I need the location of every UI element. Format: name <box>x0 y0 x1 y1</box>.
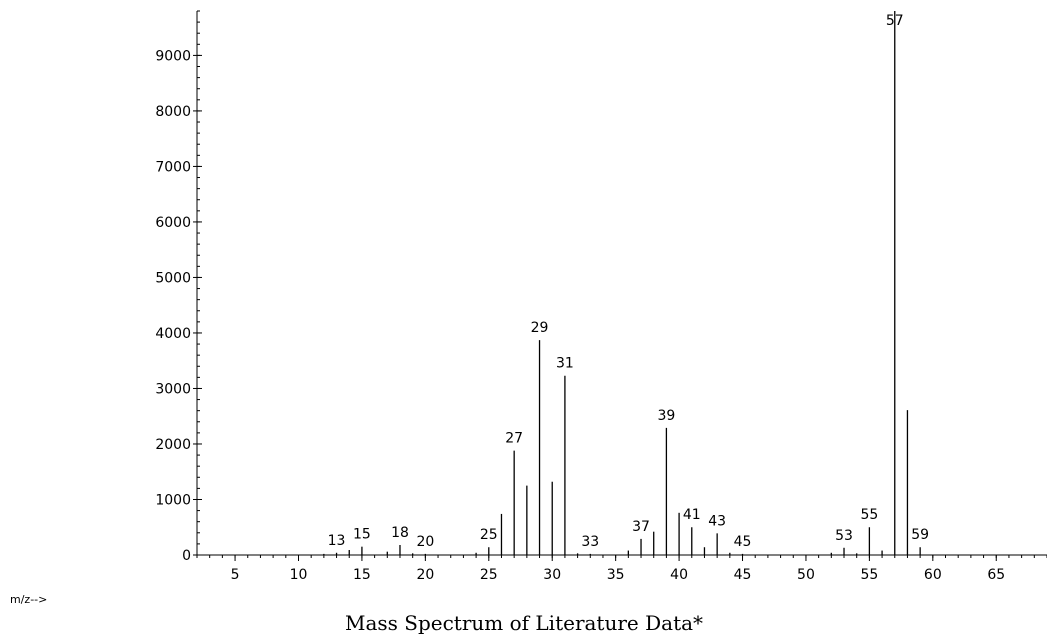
peak-label-mz-37: 37 <box>632 519 650 535</box>
x-tick-label: 40 <box>670 567 688 583</box>
y-tick-label: 3000 <box>155 381 191 397</box>
y-tick-label: 5000 <box>155 270 191 286</box>
x-tick-label: 5 <box>231 567 240 583</box>
y-tick-label: 7000 <box>155 159 191 175</box>
peak-label-mz-41: 41 <box>683 507 701 523</box>
x-tick-label: 65 <box>987 567 1005 583</box>
peak-label-mz-39: 39 <box>657 408 675 424</box>
peak-label-mz-18: 18 <box>391 525 409 541</box>
y-tick-label: 2000 <box>155 437 191 453</box>
y-tick-label: 0 <box>182 548 191 564</box>
chart-title: Mass Spectrum of Literature Data* <box>345 611 703 635</box>
peak-label-mz-15: 15 <box>353 527 371 543</box>
peak-label-mz-43: 43 <box>708 513 726 529</box>
x-tick-label: 60 <box>924 567 942 583</box>
peak-labels: 13 15 18 20 25 27 29 31 33 37 39 41 43 45 53 55 57 59 <box>328 13 929 550</box>
peak-label-mz-59: 59 <box>911 527 929 543</box>
peak-label-mz-57: 57 <box>886 13 904 29</box>
x-tick-label: 20 <box>416 567 434 583</box>
peak-label-mz-27: 27 <box>505 431 523 447</box>
peak-label-mz-29: 29 <box>531 320 549 336</box>
x-tick-label: 45 <box>734 567 752 583</box>
x-tick-label: 35 <box>607 567 625 583</box>
y-tick-label: 6000 <box>155 215 191 231</box>
x-tick-label: 10 <box>290 567 308 583</box>
x-tick-label: 50 <box>797 567 815 583</box>
peak-label-mz-33: 33 <box>581 534 599 550</box>
spectrum-peaks <box>323 11 921 555</box>
y-tick-label: 4000 <box>155 326 191 342</box>
peak-label-mz-55: 55 <box>860 507 878 523</box>
x-tick-label: 25 <box>480 567 498 583</box>
x-axis: 5 10 15 20 25 30 35 40 45 50 55 60 65 <box>196 554 1047 583</box>
peak-label-mz-45: 45 <box>734 534 752 550</box>
x-tick-label: 15 <box>353 567 371 583</box>
y-tick-label: 1000 <box>155 492 191 508</box>
peak-label-mz-25: 25 <box>480 527 498 543</box>
x-tick-label: 30 <box>543 567 561 583</box>
y-axis: 0 1000 2000 3000 4000 5000 6000 7000 8000 9000 <box>155 10 202 564</box>
x-tick-label: 55 <box>860 567 878 583</box>
peak-label-mz-20: 20 <box>416 534 434 550</box>
x-axis-label: m/z--> <box>10 593 47 606</box>
y-tick-label: 8000 <box>155 104 191 120</box>
peak-label-mz-53: 53 <box>835 528 853 544</box>
peak-label-mz-31: 31 <box>556 356 574 372</box>
peak-label-mz-13: 13 <box>328 533 346 549</box>
y-tick-label: 9000 <box>155 48 191 64</box>
